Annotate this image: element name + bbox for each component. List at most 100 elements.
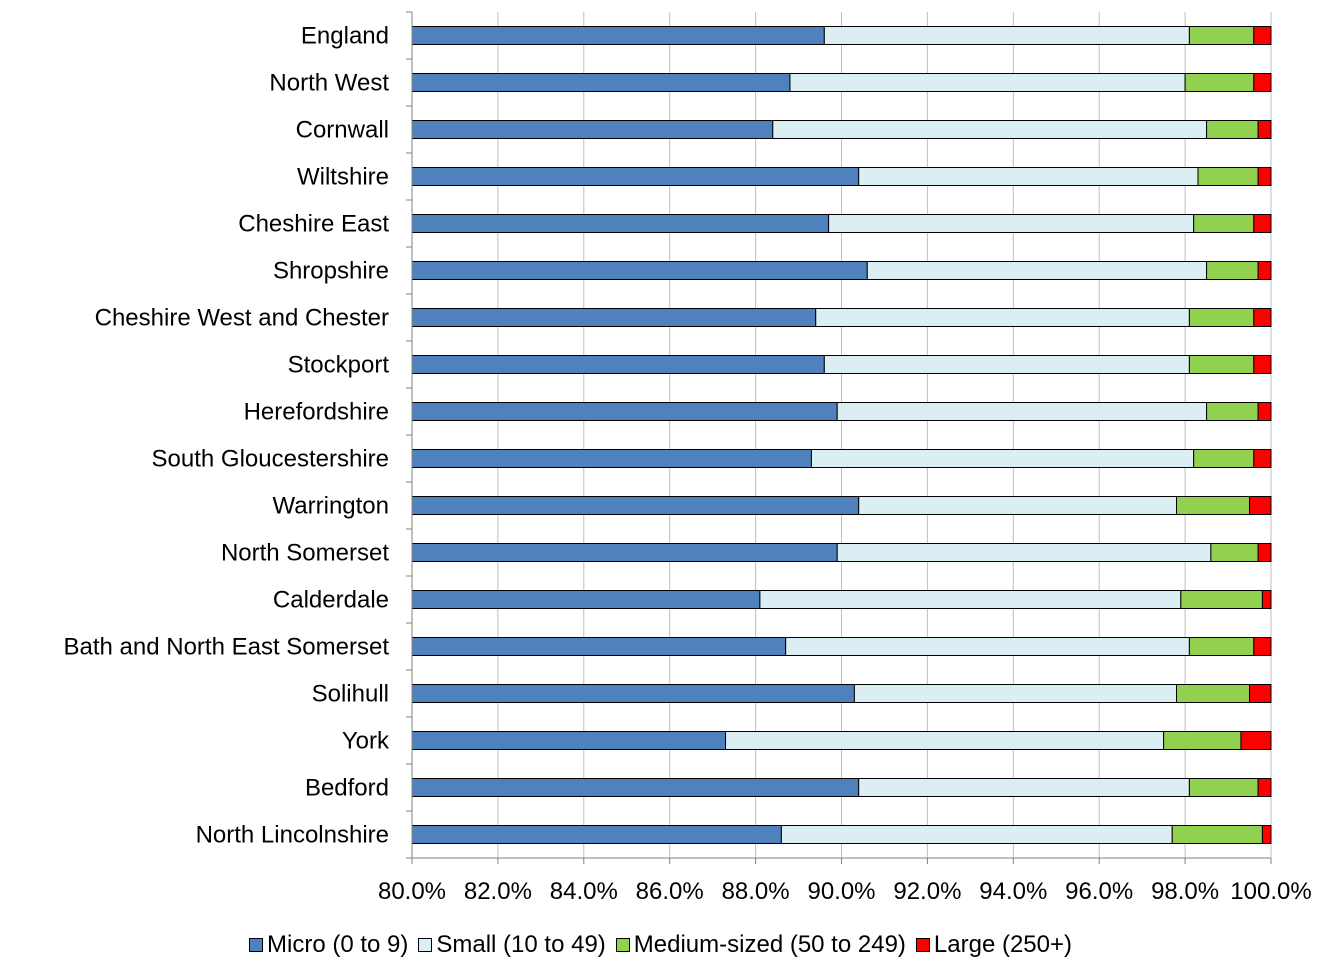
bar-segment xyxy=(1206,120,1259,139)
category-label: Bath and North East Somerset xyxy=(64,634,390,661)
x-tick-label: 88.0% xyxy=(722,878,790,905)
bar-segment xyxy=(411,449,812,468)
bar-segment xyxy=(1184,73,1255,92)
category-labels: England North West Cornwall Wiltshire Cheshi… xyxy=(64,23,390,849)
category-label: Cheshire West and Chester xyxy=(95,305,389,332)
bar-segment xyxy=(1180,590,1263,609)
bar-segment xyxy=(1253,73,1272,92)
axes xyxy=(406,11,1272,864)
bar-segment xyxy=(1257,778,1272,797)
bar-segment xyxy=(1249,684,1272,703)
category-label: Cheshire East xyxy=(238,211,389,238)
bars xyxy=(411,26,1272,844)
legend-swatch xyxy=(249,938,263,952)
x-tick-label: 96.0% xyxy=(1065,878,1133,905)
bar-segment xyxy=(1206,261,1259,280)
bar-segment xyxy=(411,637,787,656)
bar-segment xyxy=(1240,731,1272,750)
bar-segment xyxy=(1257,167,1272,186)
bar-segment xyxy=(836,402,1208,421)
bar-segment xyxy=(411,402,838,421)
bar-segment xyxy=(411,778,860,797)
bar-segment xyxy=(1257,402,1272,421)
bar-segment xyxy=(411,543,838,562)
bar-segment xyxy=(411,120,774,139)
legend-item: Medium-sized (50 to 249) xyxy=(615,931,906,959)
category-label: Solihull xyxy=(312,681,389,708)
bar-segment xyxy=(823,26,1190,45)
bar-segment xyxy=(1253,26,1272,45)
legend-label: Micro (0 to 9) xyxy=(267,931,409,958)
category-label: North West xyxy=(269,70,389,97)
bar-segment xyxy=(1193,214,1255,233)
category-label: Shropshire xyxy=(273,258,389,285)
bar-segment xyxy=(858,167,1199,186)
category-label: Calderdale xyxy=(273,587,389,614)
bar-segment xyxy=(1193,449,1255,468)
x-tick-label: 80.0% xyxy=(378,878,446,905)
bar-segment xyxy=(858,778,1190,797)
bar-segment xyxy=(411,684,855,703)
bar-segment xyxy=(1253,637,1272,656)
category-label: Cornwall xyxy=(296,117,389,144)
x-tick-labels: 80.0% 82.0% 84.0% 86.0% 88.0% 90.0% 92.0% 94.0%… xyxy=(378,878,1312,905)
category-label: England xyxy=(301,23,389,50)
bar-segment xyxy=(853,684,1178,703)
bar-segment xyxy=(411,26,825,45)
category-label: Herefordshire xyxy=(244,399,389,426)
bar-segment xyxy=(836,543,1212,562)
bar-segment xyxy=(1176,496,1251,515)
bar-segment xyxy=(411,167,860,186)
category-label: North Somerset xyxy=(221,540,389,567)
legend-item: Large (250+) xyxy=(915,931,1072,959)
category-label: Wiltshire xyxy=(297,164,389,191)
bar-segment xyxy=(411,355,825,374)
bar-segment xyxy=(411,731,727,750)
bar-segment xyxy=(1257,120,1272,139)
bar-segment xyxy=(1188,637,1255,656)
bar-segment xyxy=(1249,496,1272,515)
category-label: South Gloucestershire xyxy=(152,446,389,473)
bar-segment xyxy=(780,825,1173,844)
x-tick-label: 82.0% xyxy=(464,878,532,905)
bar-segment xyxy=(1253,214,1272,233)
bar-segment xyxy=(1188,778,1259,797)
bar-segment xyxy=(1188,26,1255,45)
bar-segment xyxy=(785,637,1190,656)
bar-segment xyxy=(1261,825,1272,844)
bar-segment xyxy=(1257,543,1272,562)
bar-segment xyxy=(1257,261,1272,280)
category-label: Warrington xyxy=(273,493,389,520)
category-label: York xyxy=(342,728,390,755)
legend-label: Large (250+) xyxy=(933,931,1072,958)
bar-segment xyxy=(772,120,1208,139)
bar-segment xyxy=(1171,825,1263,844)
bar-segment xyxy=(858,496,1178,515)
category-label: Bedford xyxy=(305,775,389,802)
bar-segment xyxy=(411,261,868,280)
bar-segment xyxy=(411,590,761,609)
bar-segment xyxy=(1253,355,1272,374)
bar-segment xyxy=(1197,167,1259,186)
bar-segment xyxy=(411,496,860,515)
legend-item: Micro (0 to 9) xyxy=(249,931,408,959)
legend-item: Small (10 to 49) xyxy=(418,931,606,959)
bar-segment xyxy=(411,825,782,844)
x-tick-label: 86.0% xyxy=(636,878,704,905)
legend-label: Small (10 to 49) xyxy=(436,931,606,958)
bar-segment xyxy=(411,214,830,233)
bar-segment xyxy=(1261,590,1272,609)
x-tick-label: 90.0% xyxy=(807,878,875,905)
bar-segment xyxy=(866,261,1208,280)
bar-segment xyxy=(1253,449,1272,468)
bar-segment xyxy=(1206,402,1259,421)
bar-segment xyxy=(411,308,817,327)
bar-segment xyxy=(1188,355,1255,374)
bar-segment xyxy=(1188,308,1255,327)
chart: England North West Cornwall Wiltshire Cheshi… xyxy=(64,11,1312,905)
gridlines xyxy=(497,12,1272,858)
legend-swatch xyxy=(915,938,930,952)
bar-segment xyxy=(828,214,1195,233)
legend-label: Medium-sized (50 to 249) xyxy=(633,931,906,958)
x-tick-label: 94.0% xyxy=(979,878,1047,905)
